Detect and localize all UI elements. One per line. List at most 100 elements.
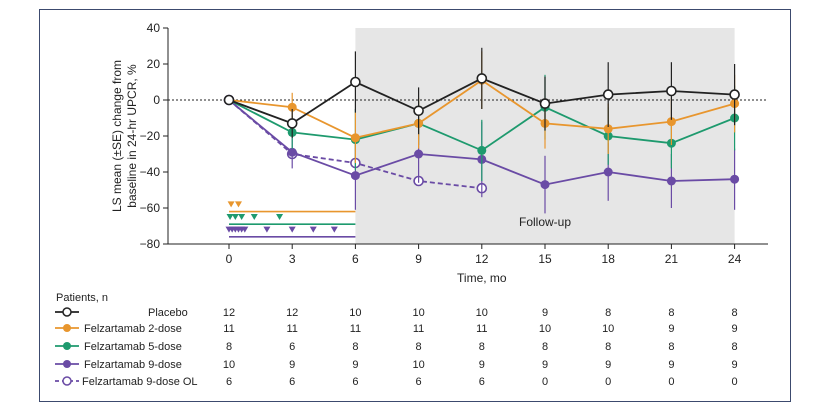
y-tick-label: −60 bbox=[140, 201, 161, 215]
patient-count: 11 bbox=[286, 323, 297, 335]
patient-count: 6 bbox=[289, 341, 295, 353]
patient-count: 9 bbox=[542, 307, 548, 319]
dropout-triangle bbox=[238, 214, 246, 220]
legend-label: Felzartamab 9-dose bbox=[84, 359, 182, 371]
data-point bbox=[287, 147, 297, 157]
figure-frame bbox=[39, 9, 791, 402]
y-tick-label: 40 bbox=[147, 21, 161, 35]
dropout-triangle bbox=[330, 226, 338, 233]
patient-count: 9 bbox=[668, 323, 674, 335]
dropout-triangle bbox=[227, 201, 235, 208]
patient-count: 8 bbox=[668, 341, 674, 353]
dropout-triangle bbox=[241, 226, 249, 233]
patient-count: 6 bbox=[289, 376, 295, 388]
y-tick-label: 20 bbox=[147, 57, 161, 71]
legend-marker bbox=[62, 376, 72, 386]
patient-count: 10 bbox=[223, 359, 235, 371]
legend-marker bbox=[62, 307, 72, 317]
axis-labels: 40 20 0 −20 −40 −60 −80 0 3 6 9 12 15 18 21 24 Time, mo L… bbox=[110, 21, 742, 285]
data-point bbox=[350, 133, 360, 143]
y-axis-title-line1: LS mean (±SE) change from bbox=[110, 60, 124, 212]
patient-count: 9 bbox=[542, 359, 548, 371]
data-point bbox=[350, 76, 361, 88]
y-tick-label: −80 bbox=[140, 237, 161, 251]
patient-count: 10 bbox=[412, 359, 424, 371]
patient-count: 10 bbox=[412, 307, 424, 319]
legend-marker bbox=[63, 324, 71, 332]
legend-marker bbox=[63, 342, 71, 350]
legend-label: Felzartamab 9-dose OL bbox=[82, 376, 198, 388]
legend-label: Felzartamab 2-dose bbox=[84, 323, 182, 335]
patient-count: 9 bbox=[352, 359, 358, 371]
data-point bbox=[666, 176, 676, 186]
patient-count: 9 bbox=[668, 359, 674, 371]
data-point bbox=[540, 180, 550, 190]
dropout-markers bbox=[225, 201, 356, 238]
dropout-triangle bbox=[263, 226, 271, 233]
patient-count: 8 bbox=[732, 307, 738, 319]
patient-count: 8 bbox=[416, 341, 422, 353]
patient-count: 8 bbox=[668, 307, 674, 319]
patients-label: Patients, n bbox=[56, 292, 108, 304]
patient-count: 12 bbox=[286, 307, 298, 319]
y-tick-label: −20 bbox=[140, 129, 161, 143]
patient-count: 8 bbox=[542, 341, 548, 353]
data-point bbox=[603, 124, 613, 134]
legend-label: Felzartamab 5-dose bbox=[84, 341, 182, 353]
data-point bbox=[476, 73, 488, 84]
patient-count: 8 bbox=[605, 307, 611, 319]
patient-count: 0 bbox=[542, 376, 548, 388]
dropout-triangle bbox=[250, 214, 258, 220]
data-point bbox=[414, 149, 424, 159]
patient-count: 11 bbox=[223, 323, 234, 335]
patient-count: 10 bbox=[539, 323, 551, 335]
data-point bbox=[350, 171, 360, 181]
data-point bbox=[602, 89, 614, 100]
x-tick-label: 9 bbox=[415, 252, 422, 266]
x-tick-label: 6 bbox=[352, 252, 359, 266]
data-point bbox=[539, 98, 551, 109]
patient-count: 8 bbox=[732, 341, 738, 353]
x-tick-label: 12 bbox=[475, 252, 489, 266]
data-point bbox=[666, 85, 677, 97]
patient-count: 8 bbox=[226, 341, 232, 353]
data-point bbox=[413, 105, 424, 117]
x-tick-label: 3 bbox=[289, 252, 296, 266]
x-tick-label: 15 bbox=[538, 252, 552, 266]
patient-count: 6 bbox=[226, 376, 232, 388]
y-axis-title-line2: baseline in 24-hr UPCR, % bbox=[125, 64, 139, 208]
patient-count: 11 bbox=[350, 323, 361, 335]
patient-count: 11 bbox=[413, 323, 424, 335]
patient-count: 0 bbox=[605, 376, 611, 388]
data-point bbox=[729, 89, 740, 100]
axes bbox=[163, 27, 768, 249]
dropout-triangle bbox=[234, 201, 242, 208]
dropout-triangle bbox=[231, 214, 239, 220]
y-tick-label: −40 bbox=[140, 165, 161, 179]
patient-count: 11 bbox=[476, 323, 487, 335]
patient-count: 12 bbox=[223, 307, 235, 319]
data-point bbox=[287, 102, 297, 112]
legend-label: Placebo bbox=[148, 307, 188, 319]
data-point bbox=[477, 145, 487, 155]
data-point bbox=[666, 117, 676, 127]
x-tick-label: 21 bbox=[665, 252, 679, 266]
series-0 bbox=[223, 47, 740, 138]
dropout-triangle bbox=[226, 214, 234, 220]
patient-count: 8 bbox=[605, 341, 611, 353]
patient-count: 0 bbox=[732, 376, 738, 388]
legend-marker bbox=[63, 360, 71, 368]
patient-count: 6 bbox=[416, 376, 422, 388]
patient-count: 9 bbox=[732, 323, 738, 335]
dropout-triangle bbox=[276, 214, 284, 220]
dropout-triangle bbox=[309, 226, 317, 233]
legend-table: Patients, n Placebo 12 12 10 10 10 9 8 8 8 Felzarta… bbox=[55, 292, 738, 388]
followup-annotation: Follow-up bbox=[519, 215, 571, 229]
x-tick-label: 0 bbox=[226, 252, 233, 266]
patient-count: 6 bbox=[479, 376, 485, 388]
dropout-triangle bbox=[288, 226, 296, 233]
x-tick-label: 18 bbox=[602, 252, 616, 266]
data-point bbox=[730, 174, 740, 184]
patient-count: 8 bbox=[352, 341, 358, 353]
